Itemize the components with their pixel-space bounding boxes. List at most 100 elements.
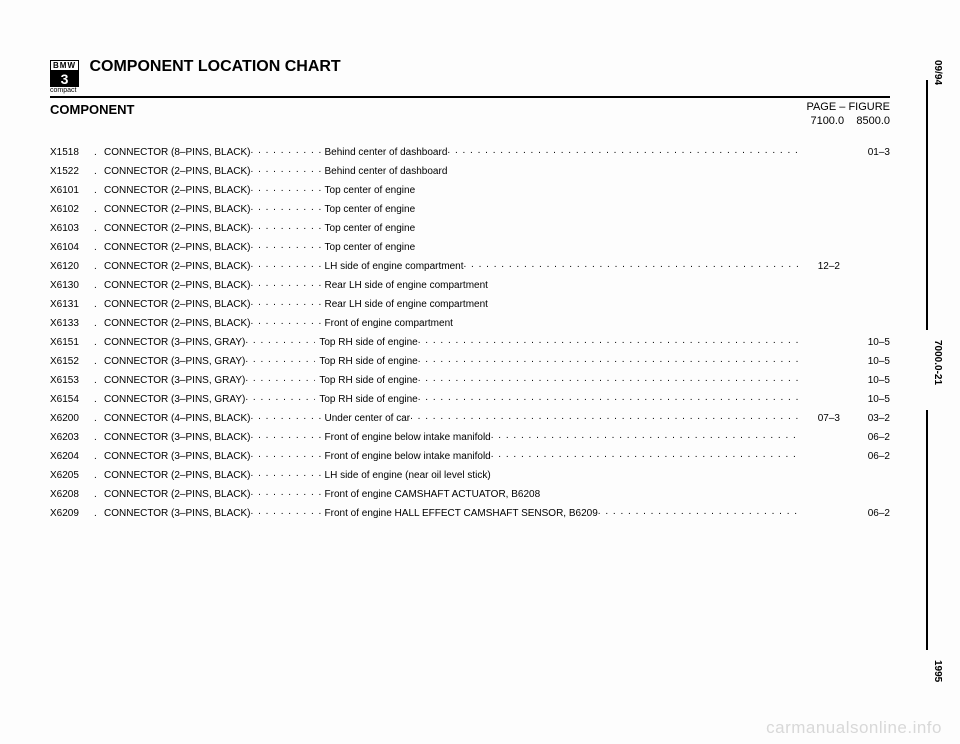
leader-dots (410, 411, 800, 421)
col-page-sub: 7100.0 (810, 115, 844, 127)
row-code: X6153 (50, 375, 94, 386)
row-bullet: . (94, 147, 104, 158)
row-location: Rear LH side of engine compartment (321, 299, 488, 310)
side-year: 1995 (932, 660, 943, 682)
row-bullet: . (94, 432, 104, 443)
variant-text: compact (50, 87, 79, 94)
row-connector-name: CONNECTOR (2–PINS, BLACK) (104, 280, 251, 291)
table-row: X6102.CONNECTOR (2–PINS, BLACK)Top cente… (50, 202, 890, 215)
leader-dots (251, 468, 321, 478)
row-location: Front of engine HALL EFFECT CAMSHAFT SEN… (321, 508, 598, 519)
row-code: X1522 (50, 166, 94, 177)
row-connector-name: CONNECTOR (3–PINS, GRAY) (104, 356, 245, 367)
row-bullet: . (94, 413, 104, 424)
leader-dots (251, 316, 321, 326)
model-text: 3 (50, 71, 79, 87)
row-code: X6130 (50, 280, 94, 291)
row-location: Top RH side of engine (315, 375, 417, 386)
row-figure: 06–2 (848, 432, 890, 443)
row-location: Behind center of dashboard (321, 166, 448, 177)
row-bullet: . (94, 451, 104, 462)
leader-dots (251, 183, 321, 193)
row-connector-name: CONNECTOR (3–PINS, GRAY) (104, 394, 245, 405)
row-connector-name: CONNECTOR (2–PINS, BLACK) (104, 470, 251, 481)
column-headers: PAGE – FIGURE 7100.0 8500.0 (806, 100, 890, 129)
page-content: BMW 3 compact COMPONENT LOCATION CHART C… (50, 60, 890, 525)
leader-dots (245, 335, 315, 345)
table-row: X6130.CONNECTOR (2–PINS, BLACK)Rear LH s… (50, 278, 890, 291)
table-row: X6203.CONNECTOR (3–PINS, BLACK) Front of … (50, 430, 890, 443)
row-connector-name: CONNECTOR (3–PINS, BLACK) (104, 432, 251, 443)
row-figure: 01–3 (848, 147, 890, 158)
table-row: X6103.CONNECTOR (2–PINS, BLACK)Top cente… (50, 221, 890, 234)
row-figure: 06–2 (848, 451, 890, 462)
row-location: Front of engine compartment (321, 318, 453, 329)
row-code: X6120 (50, 261, 94, 272)
row-fill (491, 430, 800, 440)
row-page: 07–3 (800, 413, 848, 424)
row-location: Top RH side of engine (315, 337, 417, 348)
row-bullet: . (94, 489, 104, 500)
col-page-label: PAGE – (806, 101, 845, 113)
leader-dots (418, 373, 800, 383)
row-figure: 06–2 (848, 508, 890, 519)
row-code: X6103 (50, 223, 94, 234)
table-row: X1518.CONNECTOR (8–PINS, BLACK) Behind ce… (50, 145, 890, 158)
leader-dots (598, 506, 800, 516)
table-row: X6104.CONNECTOR (2–PINS, BLACK)Top cente… (50, 240, 890, 253)
leader-dots (491, 449, 800, 459)
leader-dots (251, 221, 321, 231)
leader-dots (251, 240, 321, 250)
row-bullet: . (94, 299, 104, 310)
row-code: X1518 (50, 147, 94, 158)
row-code: X6205 (50, 470, 94, 481)
leader-dots (251, 145, 321, 155)
leader-dots (251, 487, 321, 497)
leader-dots (245, 354, 315, 364)
row-code: X6203 (50, 432, 94, 443)
leader-dots (251, 297, 321, 307)
table-row: X6133.CONNECTOR (2–PINS, BLACK)Front of … (50, 316, 890, 329)
table-row: X6151.CONNECTOR (3–PINS, GRAY)Top RH sid… (50, 335, 890, 348)
row-bullet: . (94, 261, 104, 272)
row-connector-name: CONNECTOR (3–PINS, BLACK) (104, 508, 251, 519)
row-bullet: . (94, 508, 104, 519)
row-bullet: . (94, 375, 104, 386)
leader-dots (251, 430, 321, 440)
row-code: X6104 (50, 242, 94, 253)
leader-dots (251, 164, 321, 174)
header-rule (50, 96, 890, 98)
row-code: X6102 (50, 204, 94, 215)
col-fig-label: FIGURE (848, 101, 890, 113)
row-figure: 03–2 (848, 413, 890, 424)
row-fill (418, 392, 800, 402)
col-fig-sub: 8500.0 (856, 115, 890, 127)
side-line-2 (926, 410, 928, 650)
row-location: LH side of engine compartment (321, 261, 464, 272)
row-location: Top RH side of engine (315, 394, 417, 405)
leader-dots (418, 392, 800, 402)
leader-dots (245, 373, 315, 383)
leader-dots (491, 430, 800, 440)
page-title: COMPONENT LOCATION CHART (89, 58, 340, 76)
leader-dots (418, 354, 800, 364)
brand-logo: BMW 3 compact (50, 60, 79, 94)
row-connector-name: CONNECTOR (3–PINS, GRAY) (104, 375, 245, 386)
row-figure: 10–5 (848, 375, 890, 386)
row-location: Under center of car (321, 413, 411, 424)
row-figure: 10–5 (848, 337, 890, 348)
row-code: X6152 (50, 356, 94, 367)
row-location: Top center of engine (321, 185, 416, 196)
row-location: Front of engine below intake manifold (321, 432, 491, 443)
brand-text: BMW (50, 60, 79, 71)
row-location: Rear LH side of engine compartment (321, 280, 488, 291)
row-bullet: . (94, 166, 104, 177)
table-row: X6154.CONNECTOR (3–PINS, GRAY)Top RH sid… (50, 392, 890, 405)
leader-dots (245, 392, 315, 402)
row-fill (447, 145, 800, 155)
row-location: Behind center of dashboard (321, 147, 448, 158)
row-code: X6204 (50, 451, 94, 462)
row-connector-name: CONNECTOR (2–PINS, BLACK) (104, 318, 251, 329)
component-rows: X1518.CONNECTOR (8–PINS, BLACK)Behind ce… (50, 145, 890, 519)
row-connector-name: CONNECTOR (8–PINS, BLACK) (104, 147, 251, 158)
